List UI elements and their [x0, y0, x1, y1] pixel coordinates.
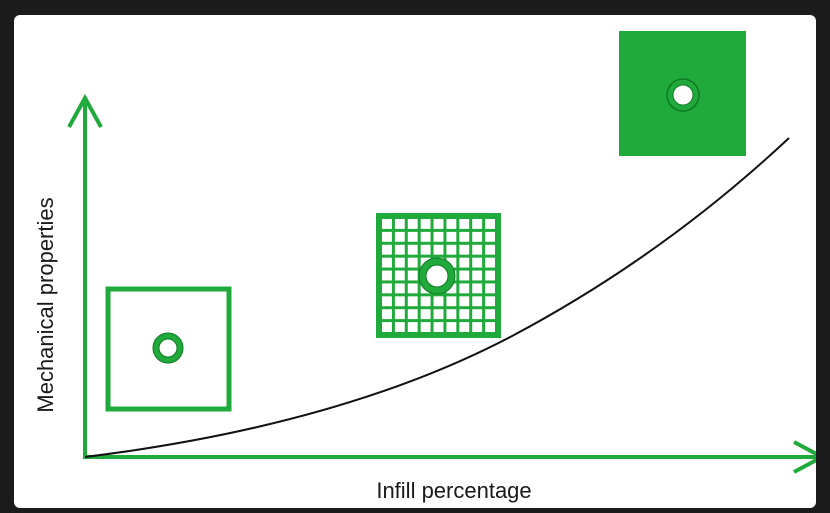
- grid-cell: [485, 283, 495, 294]
- grid-cell: [394, 219, 405, 229]
- grid-cell: [472, 231, 483, 242]
- grid-cell: [420, 244, 431, 255]
- medium-infill-hole: [425, 264, 449, 288]
- grid-cell: [394, 283, 405, 294]
- grid-cell: [382, 309, 392, 320]
- grid-cell: [459, 244, 470, 255]
- grid-cell: [472, 270, 483, 281]
- grid-cell: [382, 322, 392, 332]
- grid-cell: [485, 257, 495, 268]
- grid-cell: [485, 296, 495, 307]
- grid-cell: [459, 296, 470, 307]
- grid-cell: [459, 283, 470, 294]
- grid-cell: [407, 244, 418, 255]
- grid-cell: [382, 219, 392, 229]
- grid-cell: [472, 322, 483, 332]
- grid-cell: [407, 270, 418, 281]
- grid-cell: [459, 257, 470, 268]
- grid-cell: [446, 244, 457, 255]
- grid-cell: [407, 309, 418, 320]
- grid-cell: [446, 322, 457, 332]
- property-curve: [84, 137, 790, 458]
- grid-cell: [382, 270, 392, 281]
- infill-diagram-svg: Infill percentage Mechanical properties: [33, 31, 816, 503]
- grid-cell: [446, 309, 457, 320]
- sample-medium-infill: [376, 213, 501, 338]
- grid-cell: [485, 309, 495, 320]
- grid-cell: [433, 219, 444, 229]
- full-infill-hole: [672, 84, 694, 106]
- diagram-panel: Infill percentage Mechanical properties: [14, 15, 816, 508]
- y-axis-arrow-icon: [67, 93, 103, 128]
- grid-cell: [485, 231, 495, 242]
- grid-cell: [446, 231, 457, 242]
- sample-low-infill: [105, 286, 232, 412]
- grid-cell: [446, 296, 457, 307]
- grid-cell: [433, 296, 444, 307]
- grid-cell: [394, 270, 405, 281]
- grid-cell: [394, 257, 405, 268]
- low-infill-outline: [105, 286, 232, 412]
- grid-cell: [459, 322, 470, 332]
- grid-cell: [382, 244, 392, 255]
- grid-cell: [485, 270, 495, 281]
- grid-cell: [472, 257, 483, 268]
- grid-cell: [420, 322, 431, 332]
- y-axis-label: Mechanical properties: [33, 197, 58, 412]
- grid-cell: [394, 244, 405, 255]
- grid-cell: [420, 219, 431, 229]
- grid-cell: [485, 322, 495, 332]
- grid-cell: [433, 231, 444, 242]
- grid-cell: [459, 270, 470, 281]
- grid-cell: [446, 283, 457, 294]
- grid-cell: [394, 231, 405, 242]
- grid-cell: [382, 296, 392, 307]
- grid-cell: [433, 309, 444, 320]
- grid-cell: [407, 231, 418, 242]
- grid-cell: [472, 296, 483, 307]
- grid-cell: [472, 219, 483, 229]
- grid-cell: [472, 283, 483, 294]
- grid-cell: [394, 309, 405, 320]
- grid-cell: [420, 231, 431, 242]
- grid-cell: [485, 219, 495, 229]
- grid-cell: [382, 231, 392, 242]
- grid-cell: [485, 244, 495, 255]
- grid-cell: [407, 283, 418, 294]
- grid-cell: [433, 244, 444, 255]
- grid-cell: [407, 219, 418, 229]
- low-infill-hole: [158, 338, 178, 358]
- grid-cell: [446, 219, 457, 229]
- grid-cell: [394, 322, 405, 332]
- grid-cell: [459, 309, 470, 320]
- grid-cell: [459, 219, 470, 229]
- grid-cell: [394, 296, 405, 307]
- grid-cell: [420, 296, 431, 307]
- grid-cell: [472, 244, 483, 255]
- grid-cell: [420, 309, 431, 320]
- axes: [67, 93, 816, 474]
- grid-cell: [407, 322, 418, 332]
- x-axis-label: Infill percentage: [376, 478, 531, 503]
- grid-cell: [382, 257, 392, 268]
- grid-cell: [407, 296, 418, 307]
- grid-cell: [446, 257, 457, 268]
- sample-full-infill: [619, 31, 746, 156]
- x-axis-arrow-icon: [793, 440, 816, 474]
- grid-cell: [407, 257, 418, 268]
- grid-cell: [382, 283, 392, 294]
- grid-cell: [472, 309, 483, 320]
- grid-cell: [433, 322, 444, 332]
- grid-cell: [459, 231, 470, 242]
